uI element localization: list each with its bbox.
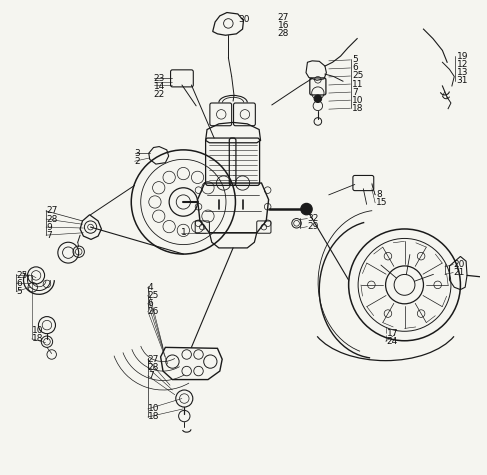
Text: 5: 5	[353, 56, 358, 65]
Text: 1: 1	[181, 228, 187, 238]
Text: 7: 7	[353, 87, 358, 96]
Text: 20: 20	[453, 260, 465, 269]
Text: 28: 28	[46, 215, 57, 224]
Text: 6: 6	[353, 64, 358, 73]
Text: 11: 11	[353, 79, 364, 88]
Text: 19: 19	[457, 52, 468, 61]
Text: 10: 10	[353, 95, 364, 104]
Text: 31: 31	[457, 76, 468, 85]
Text: 9: 9	[46, 223, 52, 232]
Text: 24: 24	[387, 337, 398, 346]
Text: 17: 17	[387, 329, 398, 338]
Text: 26: 26	[148, 307, 159, 316]
Text: 22: 22	[153, 90, 165, 99]
Text: 7: 7	[46, 231, 52, 239]
Text: 27: 27	[278, 13, 289, 22]
Text: 23: 23	[153, 75, 165, 83]
Text: 13: 13	[457, 68, 468, 77]
Text: 10: 10	[148, 404, 159, 413]
Text: 14: 14	[153, 82, 165, 91]
Text: 15: 15	[376, 199, 388, 208]
Text: 25: 25	[148, 291, 159, 300]
Text: 27: 27	[148, 355, 159, 364]
Text: 27: 27	[46, 207, 57, 216]
Text: 6: 6	[16, 279, 22, 288]
Text: 18: 18	[148, 412, 159, 421]
Text: 18: 18	[353, 104, 364, 113]
Text: 30: 30	[239, 15, 250, 24]
Text: 8: 8	[376, 190, 382, 200]
Text: 16: 16	[278, 21, 289, 30]
Text: 18: 18	[32, 334, 43, 343]
Text: 12: 12	[457, 60, 468, 69]
Circle shape	[301, 203, 312, 215]
Text: 21: 21	[453, 268, 465, 277]
Circle shape	[314, 95, 321, 103]
Text: 7: 7	[148, 371, 153, 380]
Text: 2: 2	[134, 157, 140, 166]
Text: 6: 6	[148, 299, 153, 308]
Text: 29: 29	[307, 222, 319, 231]
Text: 4: 4	[148, 283, 153, 292]
Text: 28: 28	[278, 29, 289, 38]
Text: 5: 5	[16, 287, 22, 296]
Text: 25: 25	[353, 72, 364, 80]
Text: 3: 3	[134, 149, 140, 158]
Text: 10: 10	[32, 326, 43, 335]
Text: 25: 25	[16, 271, 28, 280]
Text: 28: 28	[148, 363, 159, 372]
Text: 32: 32	[307, 214, 319, 223]
